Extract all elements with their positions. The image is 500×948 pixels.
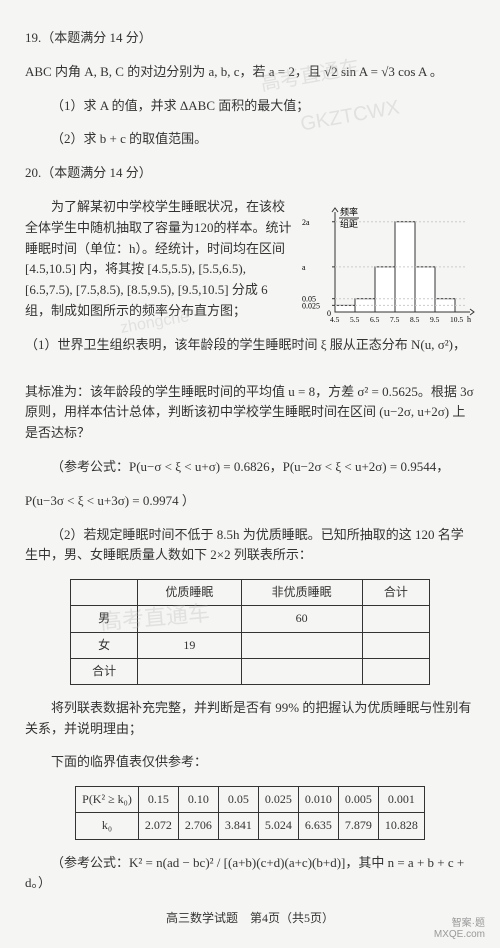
svg-text:9.5: 9.5 bbox=[430, 315, 440, 324]
table-cell: 合计 bbox=[71, 658, 138, 684]
page-footer: 高三数学试题 第4页（共5页） bbox=[25, 909, 475, 928]
table-cell bbox=[138, 606, 241, 632]
table-cell: 7.879 bbox=[338, 813, 378, 839]
table-cell: 0.010 bbox=[298, 787, 338, 813]
table-cell bbox=[362, 632, 429, 658]
svg-text:a: a bbox=[302, 263, 306, 272]
q19-header: 19.（本题满分 14 分） bbox=[25, 28, 475, 49]
svg-text:5.5: 5.5 bbox=[350, 315, 360, 324]
histogram-chart: 频率组距4.55.56.57.58.59.510.5h2aa0.050.0250 bbox=[300, 197, 475, 332]
svg-text:7.5: 7.5 bbox=[390, 315, 400, 324]
svg-text:组距: 组距 bbox=[340, 218, 358, 229]
table-cell: 5.024 bbox=[258, 813, 298, 839]
table-cell: P(K² ≥ k₀) bbox=[76, 787, 139, 813]
q20-crit-intro: 下面的临界值表仅供参考： bbox=[25, 752, 475, 773]
table-cell: 0.025 bbox=[258, 787, 298, 813]
table-cell bbox=[138, 658, 241, 684]
table-header-cell: 非优质睡眠 bbox=[241, 580, 362, 606]
svg-text:频率: 频率 bbox=[340, 206, 358, 217]
table-cell: 6.635 bbox=[298, 813, 338, 839]
table-header-cell: 优质睡眠 bbox=[138, 580, 241, 606]
q20-part1a: （1）世界卫生组织表明，该年龄段的学生睡眠时间 ξ 服从正态分布 N(u, σ²… bbox=[25, 335, 475, 356]
svg-text:6.5: 6.5 bbox=[370, 315, 380, 324]
svg-text:8.5: 8.5 bbox=[410, 315, 420, 324]
stamp-line1: 智案·题 bbox=[434, 918, 485, 929]
critical-values-table: P(K² ≥ k₀)0.150.100.050.0250.0100.0050.0… bbox=[75, 786, 425, 839]
q19-part1: （1）求 A 的值，并求 ΔABC 面积的最大值； bbox=[25, 96, 475, 117]
svg-text:10.5: 10.5 bbox=[450, 315, 463, 324]
table-cell bbox=[241, 632, 362, 658]
table-cell: 60 bbox=[241, 606, 362, 632]
table-cell: 女 bbox=[71, 632, 138, 658]
table-cell: 男 bbox=[71, 606, 138, 632]
table-cell bbox=[241, 658, 362, 684]
table-cell bbox=[362, 606, 429, 632]
svg-text:h: h bbox=[467, 315, 471, 324]
q20-ref1: （参考公式：P(u−σ < ξ < u+σ) = 0.6826，P(u−2σ <… bbox=[25, 457, 475, 478]
svg-text:2a: 2a bbox=[302, 218, 310, 227]
table-cell bbox=[362, 658, 429, 684]
svg-text:0: 0 bbox=[327, 309, 331, 318]
q19-part2: （2）求 b + c 的取值范围。 bbox=[25, 129, 475, 150]
table-cell: 10.828 bbox=[378, 813, 424, 839]
table-cell: 0.15 bbox=[138, 787, 178, 813]
stamp-line2: MXQE.com bbox=[434, 929, 485, 940]
svg-text:4.5: 4.5 bbox=[330, 315, 340, 324]
contingency-table: 优质睡眠非优质睡眠合计 男60 女19 合计 bbox=[70, 579, 430, 685]
svg-text:0.025: 0.025 bbox=[302, 301, 320, 310]
q20-part1b: 其标准为：该年龄段的学生睡眠时间的平均值 u = 8，方差 σ² = 0.562… bbox=[25, 382, 475, 444]
table-cell: 2.072 bbox=[138, 813, 178, 839]
table-cell: 2.706 bbox=[178, 813, 218, 839]
q20-ref2: P(u−3σ < ξ < u+3σ) = 0.9974 ） bbox=[25, 491, 475, 512]
table-cell: 0.001 bbox=[378, 787, 424, 813]
table-cell: k₀ bbox=[76, 813, 139, 839]
table-cell: 0.005 bbox=[338, 787, 378, 813]
table-cell: 19 bbox=[138, 632, 241, 658]
q19-statement: ABC 内角 A, B, C 的对边分别为 a, b, c，若 a = 2，且 … bbox=[25, 62, 475, 83]
table-header-cell bbox=[71, 580, 138, 606]
table-cell: 0.10 bbox=[178, 787, 218, 813]
table-header-cell: 合计 bbox=[362, 580, 429, 606]
q20-part2a: （2）若规定睡眠时间不低于 8.5h 为优质睡眠。已知所抽取的这 120 名学生… bbox=[25, 525, 475, 567]
q20-formula: （参考公式：K² = n(ad − bc)² / [(a+b)(c+d)(a+c… bbox=[25, 853, 475, 895]
table-cell: 3.841 bbox=[218, 813, 258, 839]
table-cell: 0.05 bbox=[218, 787, 258, 813]
q20-part2b: 将列联表数据补充完整，并判断是否有 99% 的把握认为优质睡眠与性别有关系，并说… bbox=[25, 698, 475, 740]
q20-header: 20.（本题满分 14 分） bbox=[25, 163, 475, 184]
source-stamp: 智案·题 MXQE.com bbox=[434, 918, 485, 940]
